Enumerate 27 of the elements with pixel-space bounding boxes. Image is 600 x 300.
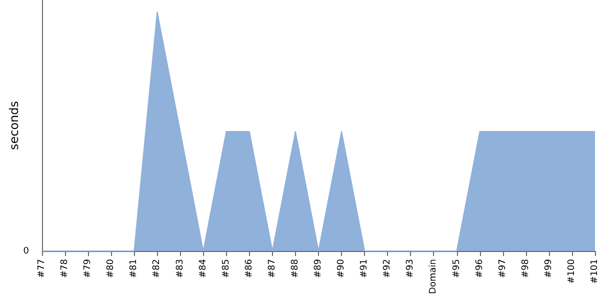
x-tick-label: #88 xyxy=(290,258,300,278)
x-tick-label: #95 xyxy=(452,259,462,278)
x-tick-label: #79 xyxy=(83,258,94,278)
x-tick-label: #97 xyxy=(498,259,508,278)
x-tick-label: #78 xyxy=(60,258,70,278)
x-tick-label: #101 xyxy=(590,259,600,284)
x-tick-label: #90 xyxy=(336,258,347,278)
x-tick-label: #82 xyxy=(152,259,162,278)
x-tick-label: #96 xyxy=(474,258,485,278)
x-tick-label: #98 xyxy=(520,258,531,278)
x-tick-label: #83 xyxy=(175,259,186,278)
x-tick-label: #87 xyxy=(267,259,278,278)
x-tick-label: #89 xyxy=(314,258,324,278)
x-tick-label: #81 xyxy=(129,259,140,278)
x-tick-label: Domain xyxy=(428,259,439,294)
x-tick-label: #91 xyxy=(360,259,370,278)
x-tick-label: #77 xyxy=(37,259,47,278)
y-axis-title: seconds xyxy=(7,100,21,150)
x-tick-label: #100 xyxy=(566,258,577,284)
text: 0 xyxy=(23,246,30,256)
x-tick-label: #92 xyxy=(382,259,393,278)
x-tick-label: #85 xyxy=(221,259,232,278)
x-tick-label: #99 xyxy=(544,258,554,278)
x-tick-label: #86 xyxy=(244,258,254,278)
x-tick-label: #93 xyxy=(406,259,416,278)
x-tick-label: #84 xyxy=(198,258,208,278)
x-tick-label: #80 xyxy=(106,258,116,278)
